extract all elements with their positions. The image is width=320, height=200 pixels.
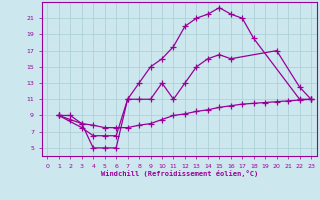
X-axis label: Windchill (Refroidissement éolien,°C): Windchill (Refroidissement éolien,°C) <box>100 170 258 177</box>
